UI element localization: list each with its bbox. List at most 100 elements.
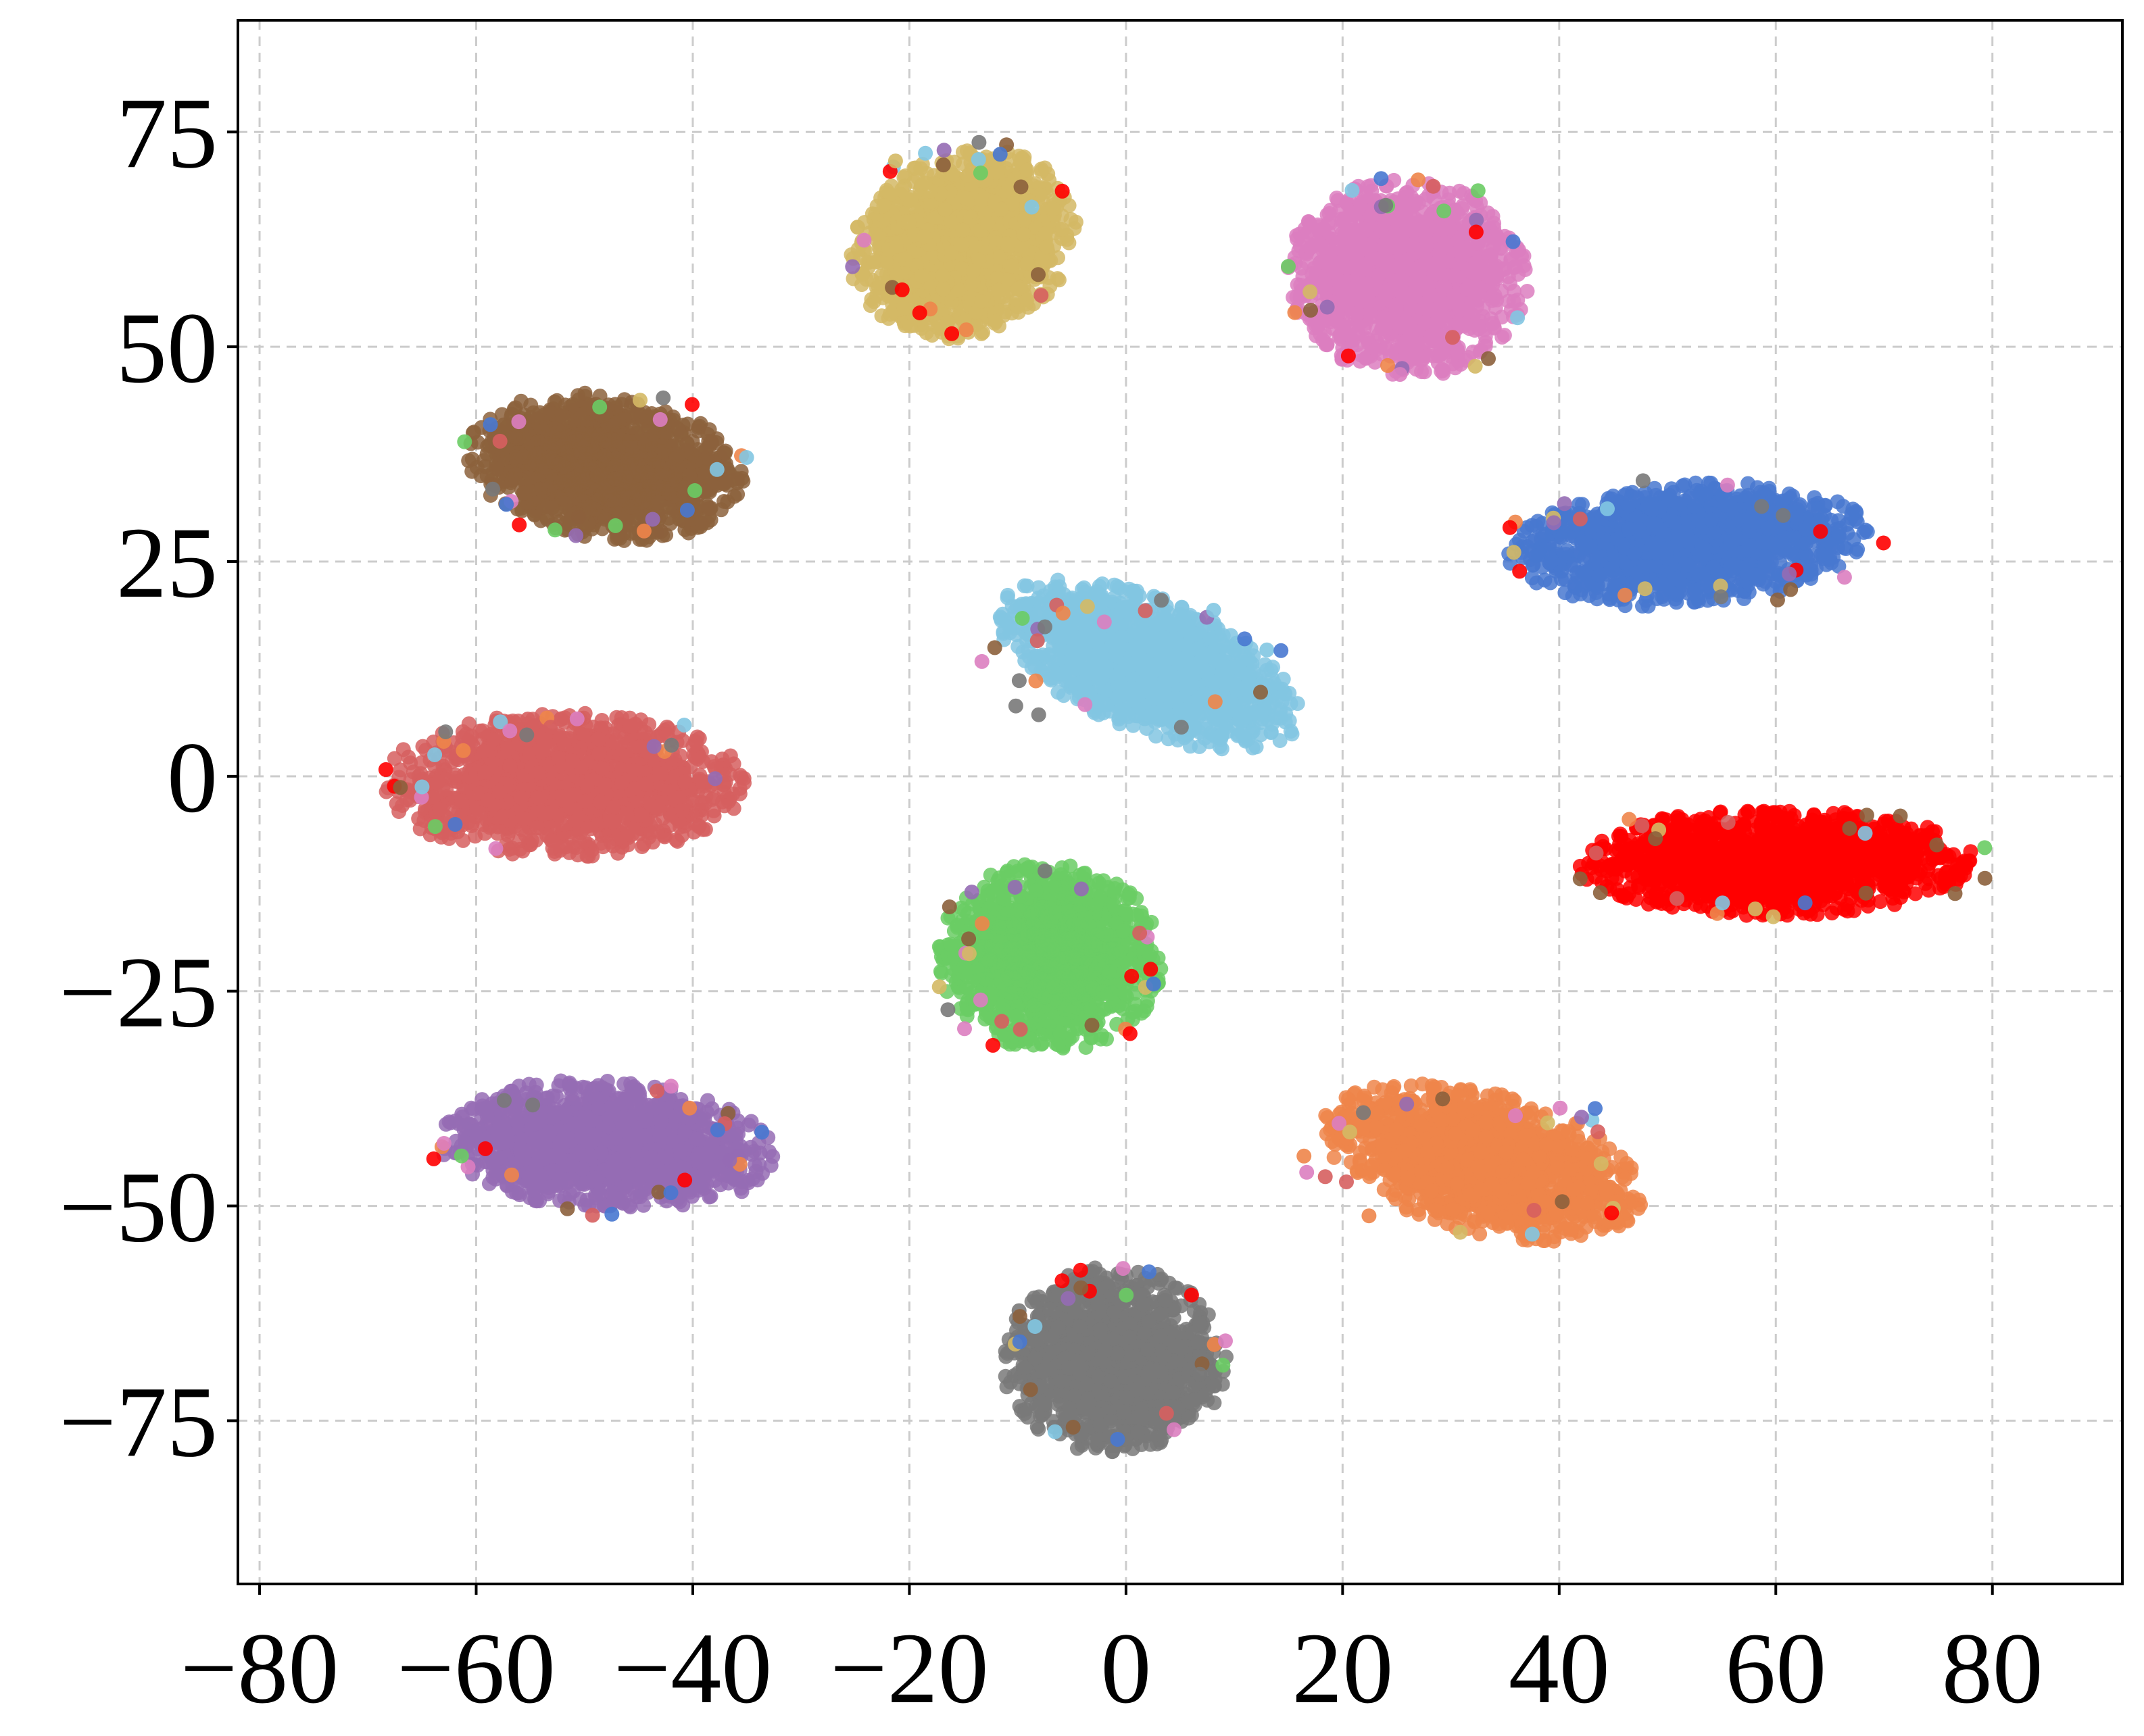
scatter-point <box>896 300 912 316</box>
scatter-point <box>1419 238 1434 253</box>
scatter-point <box>708 476 724 491</box>
scatter-point <box>589 468 605 483</box>
scatter-point <box>473 468 489 484</box>
scatter-point <box>889 239 904 254</box>
scatter-point <box>1038 226 1053 242</box>
scatter-point <box>866 252 881 268</box>
scatter-point <box>1019 255 1035 271</box>
scatter-point <box>639 410 654 425</box>
scatter-point <box>914 268 929 284</box>
scatter-point <box>714 502 729 518</box>
scatter-point <box>568 434 583 449</box>
scatter-point <box>1417 315 1433 330</box>
scatter-point <box>682 468 698 483</box>
scatter-point <box>1369 342 1384 357</box>
scatter-point <box>643 438 658 453</box>
scatter-point <box>1460 281 1475 297</box>
scatter-point <box>974 193 990 208</box>
scatter-point <box>564 482 579 497</box>
scatter-point <box>1452 303 1467 318</box>
scatter-point <box>1438 237 1454 253</box>
scatter-point <box>876 198 892 214</box>
scatter-point <box>1380 262 1396 278</box>
scatter-point <box>1046 201 1061 216</box>
scatter-point <box>1451 244 1467 259</box>
scatter-point <box>1374 321 1390 337</box>
scatter-point <box>1353 195 1368 211</box>
scatter-point <box>578 449 593 464</box>
scatter-point <box>1417 282 1432 297</box>
scatter-point <box>1468 255 1484 271</box>
scatter-point <box>1448 360 1463 376</box>
scatter-point <box>671 422 686 437</box>
scatter-point <box>1016 226 1031 242</box>
scatter-point <box>607 471 623 487</box>
scatter-point <box>991 282 1006 298</box>
scatter-point <box>1484 293 1500 308</box>
scatter-point <box>1303 240 1319 255</box>
scatter-point <box>1338 245 1353 261</box>
scatter-point <box>966 263 981 278</box>
scatter-point <box>1485 277 1501 293</box>
scatter-point <box>1355 262 1370 278</box>
scatter-point <box>577 385 593 401</box>
scatter-point <box>1033 164 1049 179</box>
scatter-point <box>974 294 989 309</box>
scatter-point <box>541 436 557 451</box>
scatter-point <box>1496 328 1512 343</box>
scatter-point <box>994 201 1009 217</box>
scatter-point <box>908 160 923 176</box>
scatter-point <box>1401 332 1417 347</box>
scatter-point <box>857 215 873 230</box>
scatter-point <box>1342 290 1357 305</box>
scatter-point <box>1427 341 1442 357</box>
scatter-point <box>508 400 523 416</box>
scatter-point <box>1068 214 1083 230</box>
scatter-point <box>687 448 702 464</box>
scatter-point <box>1507 283 1521 299</box>
scatter-point <box>625 420 641 435</box>
scatter-point <box>1366 250 1382 266</box>
scatter-point <box>1451 316 1466 331</box>
scatter-point <box>1361 294 1377 309</box>
scatter-point <box>533 481 548 497</box>
scatter-point <box>958 191 973 206</box>
scatter-point <box>935 268 950 283</box>
scatter-point <box>954 237 969 253</box>
scatter-point <box>489 461 504 476</box>
scatter-point <box>1406 224 1421 239</box>
scatter-point <box>1290 231 1305 247</box>
scatter-point <box>1447 268 1463 283</box>
scatter-series <box>844 143 1083 347</box>
scatter-point <box>935 282 951 297</box>
scatter-point <box>988 314 1004 329</box>
scatter-point <box>1010 281 1026 297</box>
scatter-point <box>583 428 598 444</box>
scatter-point <box>516 485 531 501</box>
scatter-point <box>1299 255 1314 270</box>
scatter-point <box>1400 291 1415 307</box>
scatter-point <box>1398 203 1414 219</box>
scatter-point <box>1388 301 1404 317</box>
points-layer <box>378 134 1993 1460</box>
scatter-point <box>1315 332 1330 348</box>
scatter-point <box>898 251 913 267</box>
scatter-point <box>863 298 878 314</box>
scatter-point <box>1349 325 1365 341</box>
scatter-point <box>629 449 643 464</box>
scatter-point <box>1326 265 1342 280</box>
scatter-series <box>1501 475 1875 614</box>
scatter-point <box>1359 281 1374 297</box>
scatter-point <box>528 450 543 465</box>
scatter-point <box>1039 239 1054 255</box>
scatter-point <box>1407 261 1422 276</box>
scatter-point <box>1433 295 1448 310</box>
scatter-point <box>894 182 910 197</box>
scatter-point <box>1061 198 1077 214</box>
scatter-point <box>1519 284 1535 299</box>
scatter-point <box>630 464 645 480</box>
scatter-point <box>980 216 996 231</box>
scatter-point <box>937 202 953 217</box>
scatter-point <box>1434 364 1449 379</box>
